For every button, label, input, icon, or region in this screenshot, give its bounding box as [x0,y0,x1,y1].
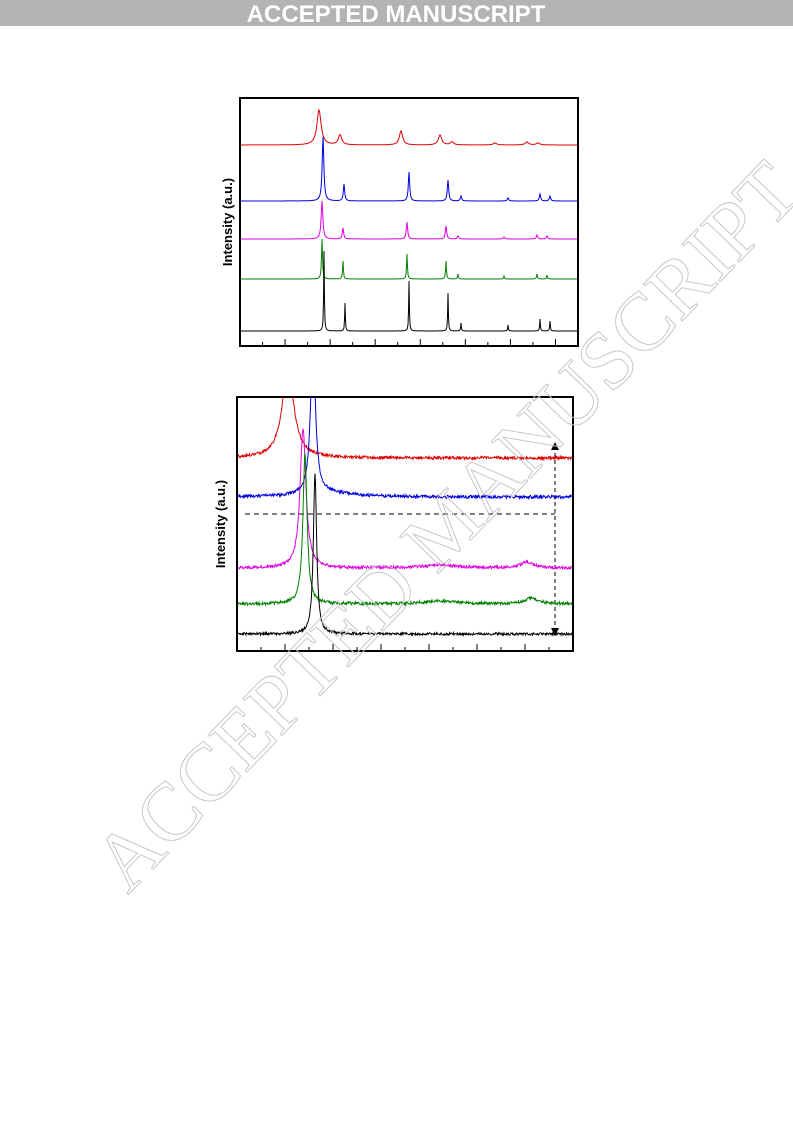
xrd-curve [241,108,577,146]
xrd-curve [237,453,573,607]
xrd-curve [237,427,573,571]
header-bar [0,0,793,26]
header-title: ACCEPTED MANUSCRIPT [247,1,546,28]
plot-frame [239,97,579,347]
xrd-curve [241,238,577,280]
watermark: ACCEPTED MANUSCRIPT [75,145,793,908]
xrd-curve [241,250,577,332]
y-axis-label: Intensity (a.u.) [220,178,235,266]
y-axis-label: Intensity (a.u.) [213,480,228,568]
xrd-curve [241,200,577,240]
figure-2: Intensity (a.u.) [213,396,574,652]
figure-1: Intensity (a.u.) [220,97,579,347]
xrd-curve [241,136,577,202]
xrd-curve [237,473,573,638]
xrd-curve [237,397,573,501]
xrd-curve [237,397,573,462]
